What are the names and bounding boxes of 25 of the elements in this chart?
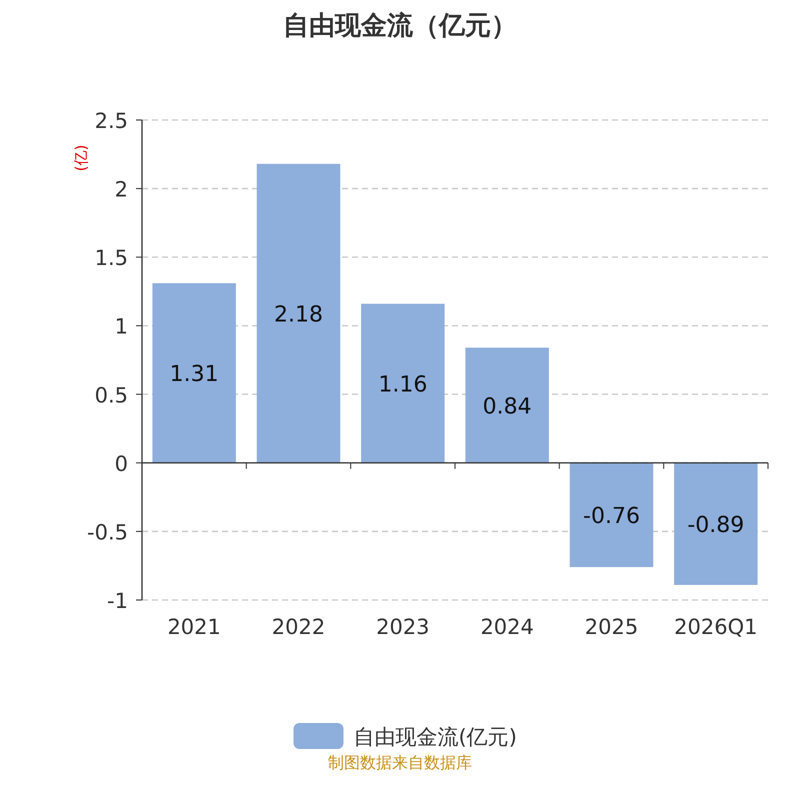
data-label: 0.84 (482, 394, 532, 420)
x-tick-label: 2026Q1 (674, 615, 758, 639)
y-tick-label: 0 (114, 452, 128, 476)
y-tick-label: -1 (107, 589, 128, 613)
y-tick-label: 1.5 (94, 246, 128, 270)
data-label: -0.76 (583, 504, 640, 529)
y-axis-title: (亿) (72, 144, 90, 172)
data-label: 1.16 (378, 372, 428, 398)
y-tick-label: 2.5 (94, 109, 128, 133)
x-tick-label: 2021 (167, 615, 221, 639)
y-tick-label: 0.5 (94, 383, 128, 408)
x-tick-label: 2022 (272, 615, 326, 639)
data-label: 2.18 (274, 302, 323, 328)
legend-label: 自由现金流(亿元) (354, 725, 517, 749)
text: 制图数据来自数据库 (328, 753, 472, 772)
y-tick-label: 1 (114, 314, 128, 339)
chart-title: 自由现金流（亿元） (283, 11, 517, 41)
y-tick-label: -0.5 (87, 520, 128, 544)
x-tick-label: 2024 (480, 615, 534, 639)
x-tick-label: 2025 (584, 615, 638, 639)
data-label: -0.89 (687, 512, 744, 538)
x-tick-label: 2023 (376, 615, 430, 639)
y-tick-label: 2 (114, 178, 128, 202)
legend: 自由现金流(亿元) (294, 723, 517, 749)
data-label: 1.31 (170, 362, 219, 388)
